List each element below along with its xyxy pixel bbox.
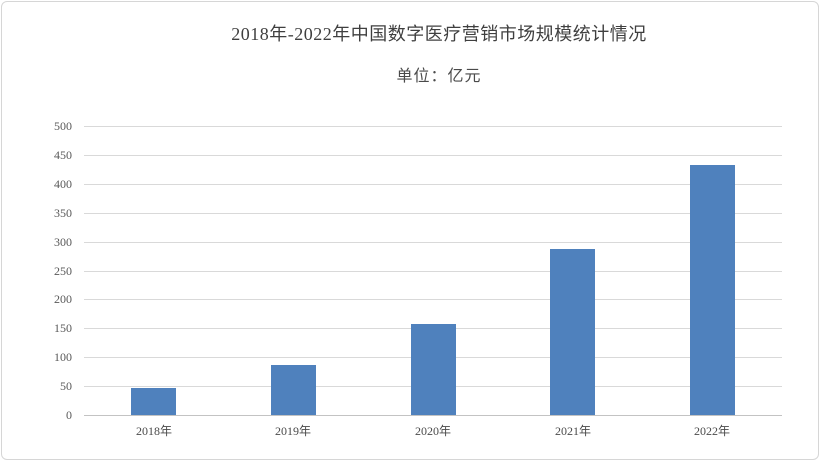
chart-frame: 2018年-2022年中国数字医疗营销市场规模统计情况 单位：亿元 0 50 100…	[1, 1, 819, 460]
y-axis-tick-label: 500	[54, 119, 72, 133]
y-axis-tick-label: 350	[54, 205, 72, 220]
gridline-200	[84, 299, 782, 301]
x-axis-category-label: 2021年	[554, 424, 591, 438]
bar-2019年	[271, 365, 316, 415]
y-axis-tick-label: 0	[66, 408, 72, 422]
gridline-450	[84, 154, 782, 156]
y-axis-tick-label: 200	[54, 292, 72, 307]
y-axis-tick-label: 450	[54, 147, 72, 162]
y-axis-tick-label: 250	[54, 263, 72, 278]
gridline-400	[84, 183, 782, 185]
gridline-500	[84, 126, 782, 127]
y-axis-tick-label: 150	[54, 321, 72, 336]
plot-area	[84, 126, 782, 416]
gridline-250	[84, 270, 782, 272]
y-axis-tick-label: 100	[54, 350, 72, 365]
gridline-300	[84, 241, 782, 243]
bar-2018年	[131, 388, 176, 415]
gridline-350	[84, 212, 782, 214]
chart-unit-subtitle: 单位：亿元	[396, 68, 482, 85]
y-axis-tick-label: 50	[60, 379, 72, 394]
x-axis-category-label: 2022年	[693, 424, 730, 438]
y-axis-tick-label: 400	[54, 176, 72, 191]
bar-2021年	[550, 249, 595, 415]
x-axis-category-label: 2019年	[274, 424, 311, 438]
y-axis-tick-label: 300	[54, 234, 72, 249]
chart-title: 2018年-2022年中国数字医疗营销市场规模统计情况	[231, 24, 647, 44]
bar-2020年	[411, 324, 456, 415]
x-axis-category-label: 2018年	[135, 424, 172, 438]
x-axis-category-label: 2020年	[414, 424, 451, 438]
bar-2022年	[690, 165, 735, 415]
gridline-0	[84, 415, 782, 416]
